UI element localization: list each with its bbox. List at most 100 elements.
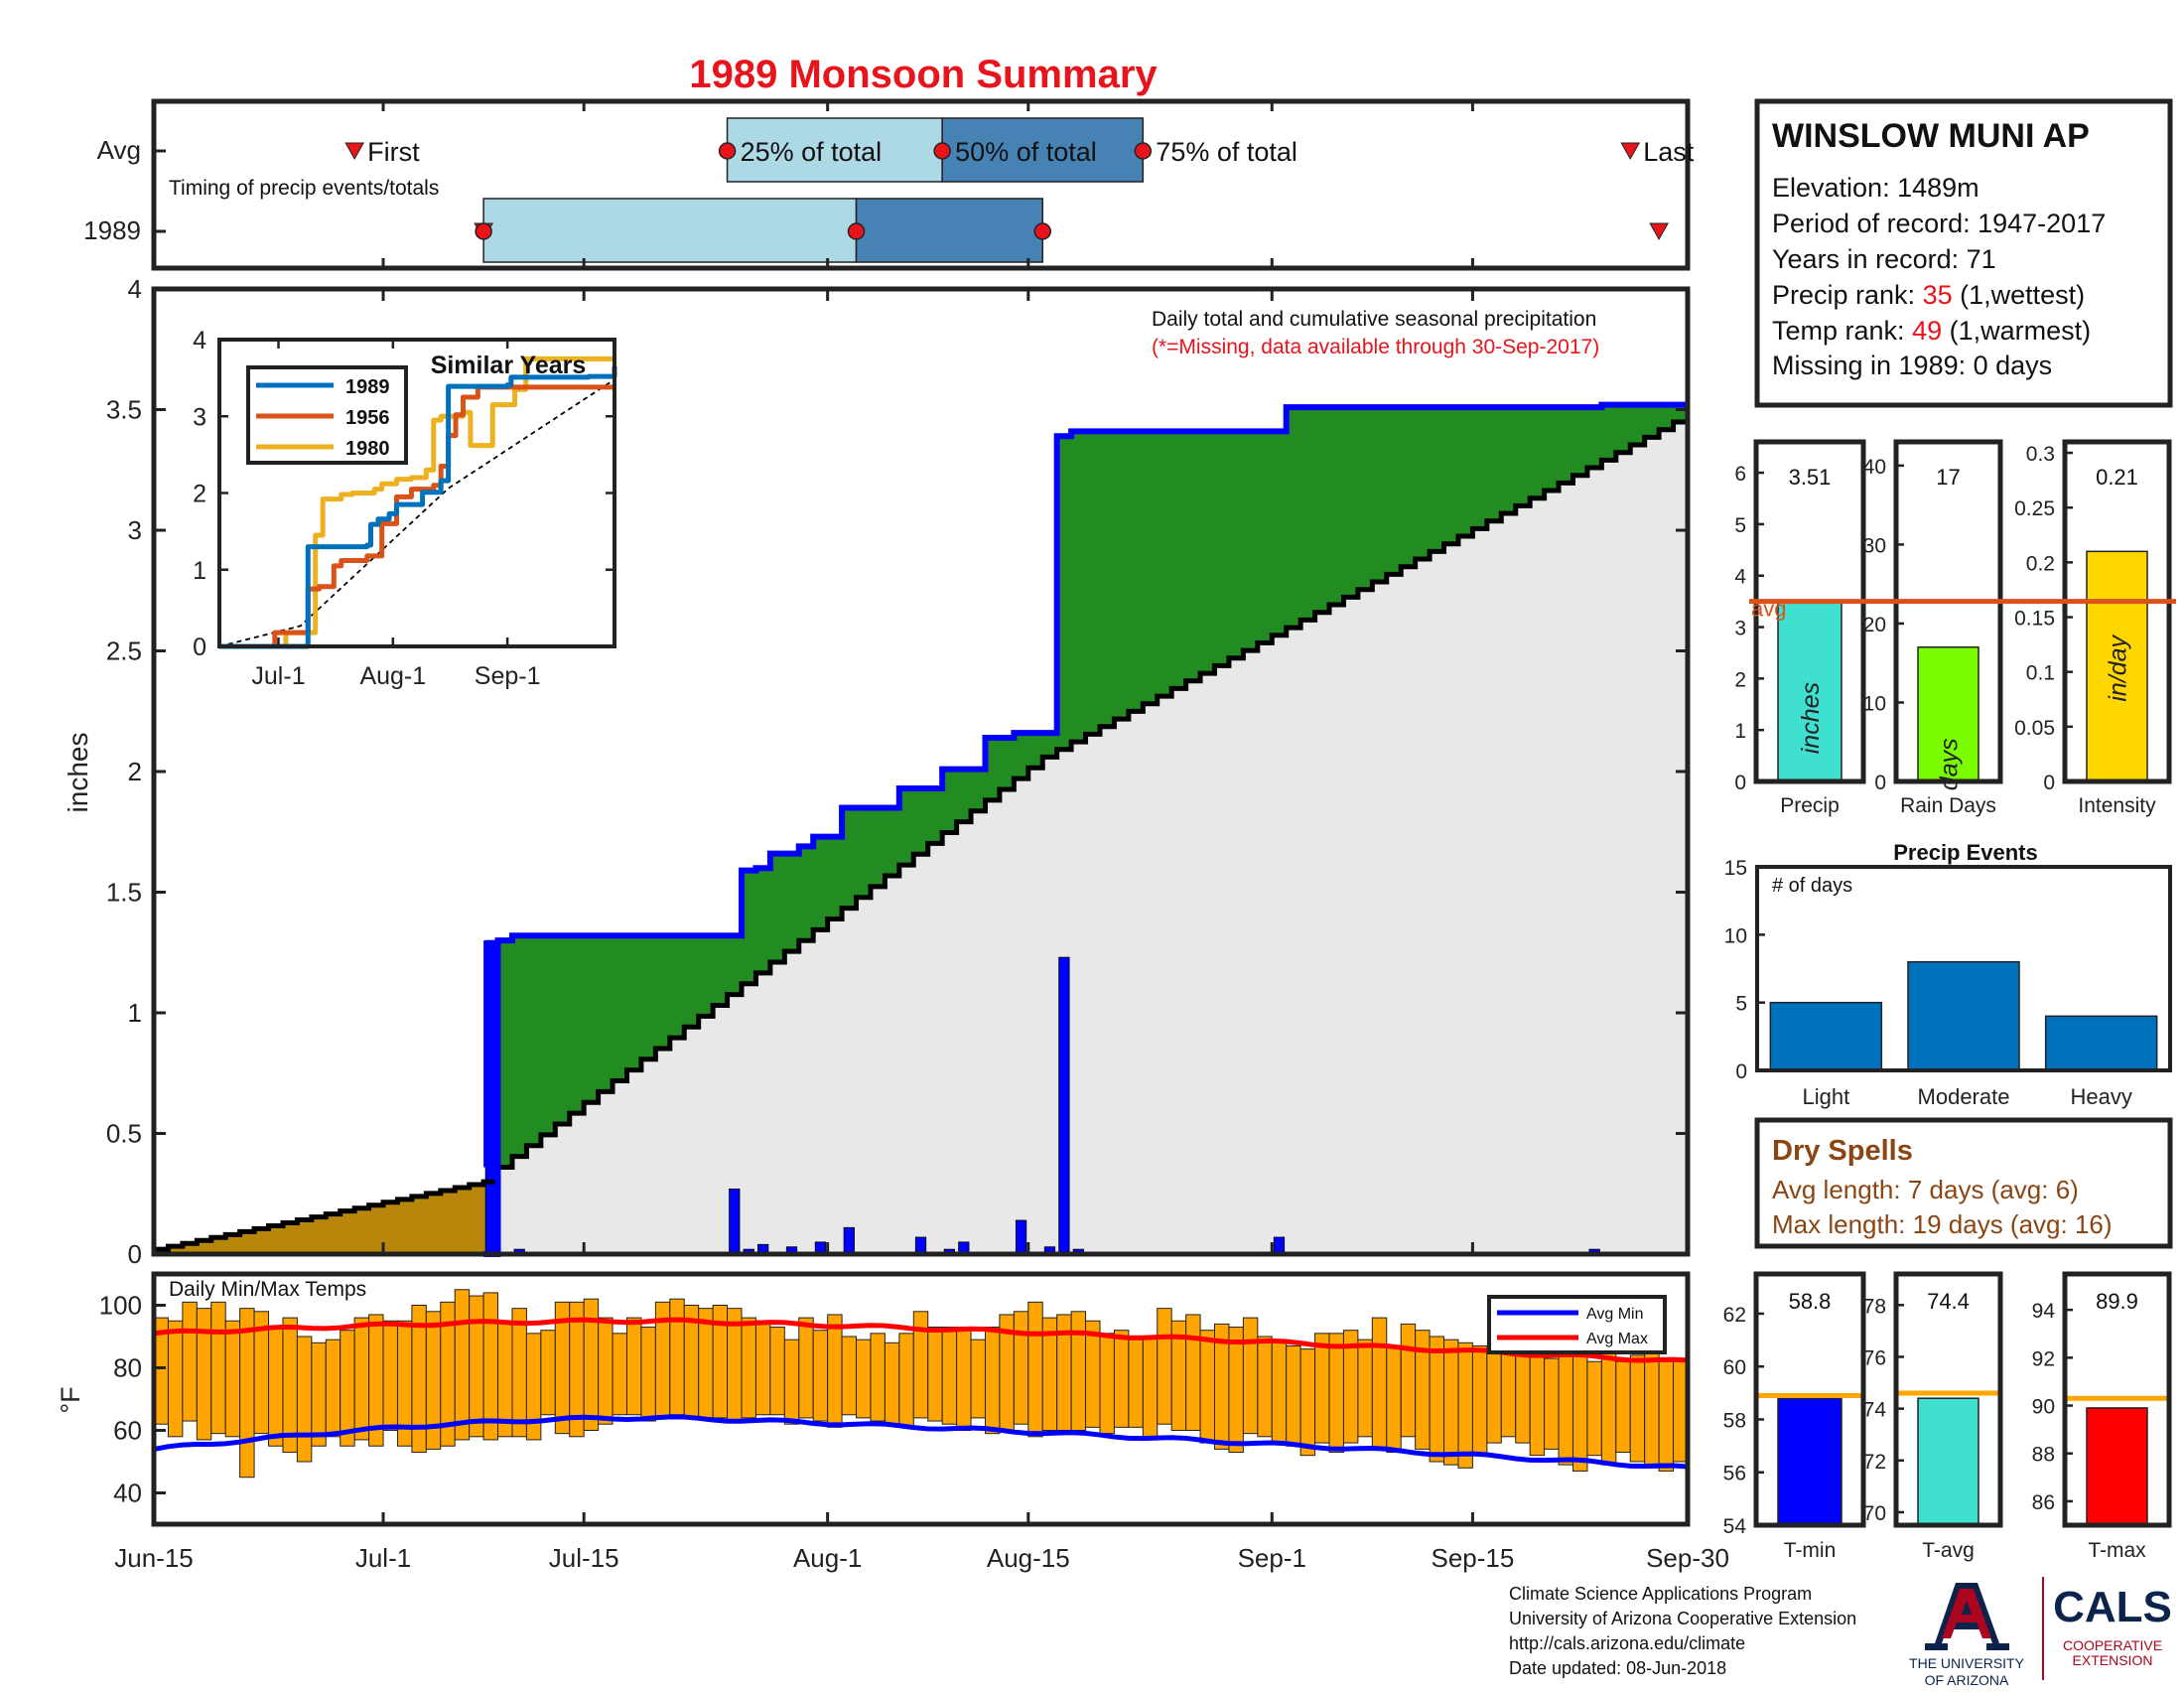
stat-y-tick-label: 20 bbox=[1863, 614, 1886, 636]
tstat-frame bbox=[1753, 1271, 1866, 1528]
1989-q1-range-box bbox=[482, 198, 858, 263]
inset-average-dashed-line bbox=[218, 380, 612, 647]
daily-temp-bar bbox=[469, 1295, 484, 1438]
stat-y-tick-label: 0 bbox=[1874, 772, 1886, 794]
daily-temp-bar bbox=[167, 1320, 184, 1438]
dry-spells-title: Dry Spells bbox=[1772, 1135, 1913, 1167]
tstat-category-label: T-max bbox=[2088, 1539, 2146, 1562]
avg-25pct-marker bbox=[718, 142, 737, 160]
tstat-value-label: 89.9 bbox=[2096, 1289, 2138, 1314]
daily-temp-bar bbox=[1486, 1348, 1502, 1444]
temp-y-axis-label: °F bbox=[56, 1386, 85, 1413]
temp-rank-value: 49 bbox=[1912, 316, 1942, 346]
stat-value-label: 0.21 bbox=[2096, 465, 2138, 490]
inset-axis-ticks: 0 1 2 3 4 Jul-1 Aug-1 Sep-1 bbox=[193, 327, 614, 690]
daily-temp-bar bbox=[1185, 1314, 1201, 1431]
1989-q2-range-box bbox=[855, 198, 1043, 263]
stat-chart-frame bbox=[1753, 439, 1866, 784]
daily-temp-bar bbox=[353, 1317, 370, 1441]
daily-temp-bar bbox=[754, 1320, 771, 1416]
avg-last-label: Last bbox=[1643, 137, 1695, 167]
station-info-box: WINSLOW MUNI AP Elevation: 1489m Period … bbox=[1754, 98, 2173, 408]
inset-y-tick-label: 0 bbox=[193, 634, 206, 661]
stat-y-tick-label: 1 bbox=[1734, 720, 1746, 743]
tstat-y-tick-label: 86 bbox=[2032, 1491, 2055, 1514]
station-temp-rank: Temp rank: 49 (1,warmest) bbox=[1772, 316, 2091, 346]
event-category-label: Light bbox=[1802, 1084, 1849, 1109]
inset-y-tick-label: 3 bbox=[193, 403, 206, 431]
daily-temp-bar bbox=[812, 1330, 829, 1422]
daily-temp-bar bbox=[669, 1298, 685, 1416]
daily-temp-bar bbox=[1471, 1344, 1488, 1457]
temp-chart-title: Daily Min/Max Temps bbox=[169, 1278, 366, 1301]
main-y-tick-label: 3 bbox=[128, 515, 142, 545]
inset-line-1989 bbox=[219, 366, 617, 649]
stat-y-tick-label: 10 bbox=[1863, 692, 1886, 715]
tstat-frame bbox=[2062, 1271, 2172, 1528]
avg-q2-range-box bbox=[941, 117, 1145, 183]
stat-y-tick-label: 0.15 bbox=[2014, 608, 2055, 631]
events-y-tick-label: 10 bbox=[1724, 924, 1747, 947]
average-cumulative-area bbox=[154, 422, 1688, 1254]
inset-y-tick-label: 2 bbox=[193, 481, 206, 508]
dry-spells-avg-length: Avg length: 7 days (avg: 6) bbox=[1772, 1175, 2079, 1204]
daily-temp-bar bbox=[1199, 1330, 1216, 1444]
timing-marks bbox=[154, 101, 1669, 268]
daily-temp-bar bbox=[598, 1317, 614, 1425]
main-y-tick-label: 1 bbox=[128, 998, 142, 1028]
cals-wordmark: CALS bbox=[2053, 1583, 2172, 1631]
stat-y-tick-label: 0.05 bbox=[2014, 717, 2055, 740]
footer-program: Climate Science Applications Program bbox=[1509, 1584, 1812, 1604]
stat-bar-rain-days bbox=[1917, 646, 1979, 782]
temp-legend: Avg Min Avg Max bbox=[1487, 1295, 1667, 1354]
daily-temp-bar bbox=[325, 1339, 341, 1438]
daily-precip-bar bbox=[843, 1226, 855, 1255]
tstat-category-label: T-min bbox=[1784, 1539, 1837, 1562]
legend-label-avg-min: Avg Min bbox=[1586, 1306, 1644, 1323]
daily-temp-bar bbox=[482, 1292, 499, 1441]
daily-temp-bar bbox=[1615, 1360, 1631, 1454]
tstat-y-tick-label: 88 bbox=[2032, 1444, 2055, 1467]
temp-rank-suffix: (1,warmest) bbox=[1942, 316, 2091, 346]
daily-temp-bar bbox=[1113, 1330, 1130, 1428]
cals-subtitle-1: COOPERATIVE bbox=[2063, 1637, 2162, 1653]
daily-temp-bar bbox=[210, 1301, 226, 1435]
main-y-axis-label: inches bbox=[63, 733, 93, 813]
tstat-y-tick-label: 70 bbox=[1863, 1502, 1886, 1525]
station-name: WINSLOW MUNI AP bbox=[1772, 117, 2090, 155]
daily-temp-bar bbox=[1357, 1339, 1373, 1438]
inset-x-tick-label: Sep-1 bbox=[475, 662, 541, 690]
tstat-y-tick-label: 72 bbox=[1863, 1451, 1886, 1474]
daily-temp-bar bbox=[268, 1327, 284, 1447]
temp-average-lines bbox=[153, 1317, 1689, 1470]
1989-last-marker bbox=[1649, 222, 1669, 241]
daily-temp-bar bbox=[769, 1327, 785, 1416]
main-y-tick-label: 3.5 bbox=[106, 395, 142, 425]
daily-temp-bar bbox=[540, 1330, 556, 1416]
daily-temp-bar bbox=[1371, 1317, 1388, 1450]
inset-x-tick-label: Jul-1 bbox=[251, 662, 305, 690]
inset-y-tick-label: 4 bbox=[193, 327, 206, 354]
similar-years-inset: 0 1 2 3 4 Jul-1 Aug-1 Sep-1 Similar Years 1989 … bbox=[193, 327, 617, 690]
avg-q1-range-box bbox=[726, 117, 943, 183]
inset-x-tick-label: Aug-1 bbox=[359, 662, 426, 690]
stat-y-tick-label: 6 bbox=[1734, 463, 1746, 486]
daily-temp-bar bbox=[196, 1308, 212, 1441]
main-annotation-missing: (*=Missing, data available through 30-Se… bbox=[1152, 336, 1599, 358]
daily-temp-bar bbox=[1128, 1339, 1144, 1428]
stat-category-label: Intensity bbox=[2078, 794, 2156, 817]
x-axis-date-label: Aug-15 bbox=[987, 1543, 1070, 1573]
tstat-value-label: 74.4 bbox=[1927, 1289, 1970, 1314]
daily-temp-bar bbox=[956, 1327, 972, 1432]
legend-label-1989: 1989 bbox=[345, 376, 390, 398]
tstat-category-label: T-avg bbox=[1922, 1539, 1975, 1562]
daily-temp-bar bbox=[1242, 1317, 1259, 1435]
daily-precip-bar bbox=[729, 1188, 741, 1255]
stat-category-label: Precip bbox=[1780, 794, 1840, 817]
tstat-frame bbox=[1893, 1271, 2003, 1528]
tstat-y-tick-label: 58 bbox=[1723, 1409, 1746, 1432]
daily-temp-bar bbox=[927, 1327, 943, 1422]
tstat-value-label: 58.8 bbox=[1789, 1289, 1832, 1314]
